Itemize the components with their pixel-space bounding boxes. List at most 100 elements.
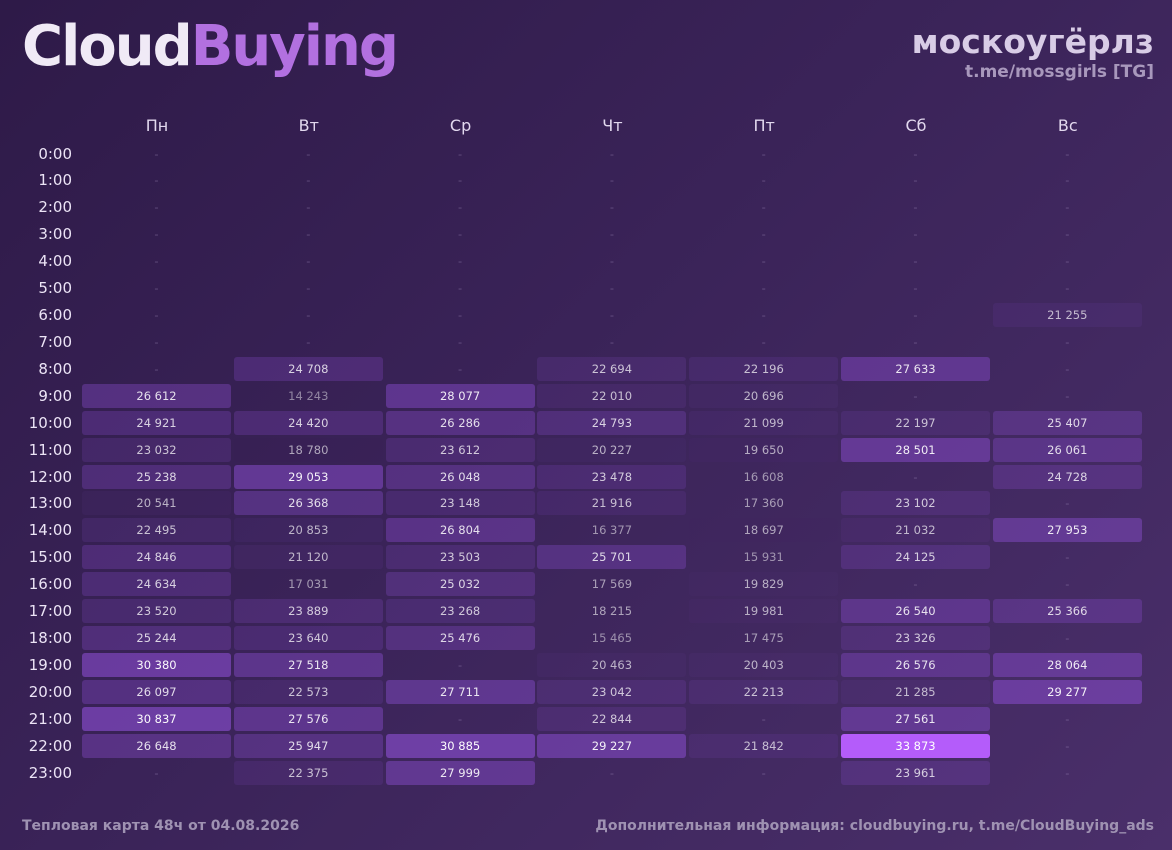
heatmap-cell: 18 215 (591, 604, 633, 619)
heatmap-cell-empty: - (913, 388, 918, 403)
heatmap-cell-empty: - (154, 173, 159, 188)
heatmap-cell: 27 576 (233, 706, 383, 731)
heatmap-cell: 20 541 (82, 491, 231, 516)
heatmap-cell: 23 961 (841, 760, 990, 785)
hour-label: 23:00 (28, 763, 72, 782)
heatmap-cell: 20 463 (537, 652, 687, 677)
hour-label: 9:00 (38, 386, 72, 405)
heatmap-cell: 33 873 (841, 733, 990, 758)
heatmap-cell-empty: - (609, 308, 614, 323)
heatmap-cell: 27 711 (385, 679, 535, 704)
heatmap-cell: 25 366 (992, 599, 1142, 624)
hour-label: 0:00 (38, 144, 72, 163)
heatmap-cell-empty: - (458, 146, 463, 161)
heatmap-cell: 26 097 (82, 679, 231, 704)
hour-label: 13:00 (28, 494, 72, 513)
heatmap-cell: 23 503 (385, 545, 535, 570)
heatmap-cell-empty: - (1065, 496, 1070, 511)
heatmap-cell-empty: - (1065, 173, 1070, 188)
heatmap-cell: 26 648 (82, 733, 231, 758)
heatmap-cell: 23 102 (841, 491, 990, 516)
heatmap-cell: 18 780 (288, 442, 329, 457)
heatmap-cell-empty: - (306, 254, 311, 269)
heatmap-cell-empty: - (458, 334, 463, 349)
heatmap-cell-empty: - (154, 361, 159, 376)
heatmap-cell: 19 650 (689, 438, 838, 462)
brand-link[interactable]: t.me/mossgirls [TG] (964, 62, 1154, 82)
heatmap-cell-empty: - (761, 765, 766, 780)
heatmap-cell: 15 465 (591, 631, 633, 646)
heatmap-cell: 30 837 (82, 706, 231, 731)
heatmap-cell-empty: - (306, 227, 311, 242)
heatmap-cell: 21 285 (841, 679, 990, 704)
heatmap-cell: 14 243 (288, 388, 329, 403)
heatmap-cell-empty: - (154, 308, 159, 323)
heatmap-cell: 26 804 (385, 518, 535, 543)
heatmap-cell-empty: - (306, 308, 311, 323)
heatmap-cell: 26 061 (992, 437, 1142, 462)
heatmap-cell: 25 701 (537, 545, 687, 570)
heatmap-cell-empty: - (1065, 577, 1070, 592)
heatmap-cell-empty: - (609, 146, 614, 161)
heatmap-cell-empty: - (1065, 765, 1070, 780)
hour-label: 11:00 (28, 440, 72, 459)
heatmap-cell: 30 380 (82, 652, 231, 677)
heatmap-cell-empty: - (761, 173, 766, 188)
heatmap-cell-empty: - (761, 334, 766, 349)
heatmap-cell: 25 032 (385, 572, 535, 597)
hour-label: 17:00 (28, 602, 72, 621)
heatmap-cell: 27 953 (992, 518, 1142, 543)
heatmap-cell: 16 608 (743, 469, 784, 484)
footer-info-links: Дополнительная информация: cloudbuying.r… (595, 818, 1154, 834)
heatmap-cell: 18 697 (743, 523, 784, 538)
heatmap-cell-empty: - (458, 254, 463, 269)
heatmap-cell: 28 064 (992, 652, 1142, 677)
heatmap-cell: 20 227 (537, 437, 687, 462)
heatmap-cell-empty: - (1065, 711, 1070, 726)
heatmap-cell: 24 125 (841, 545, 990, 570)
day-label: Пн (145, 116, 169, 135)
heatmap-cell: 22 196 (689, 356, 839, 381)
heatmap-cell-empty: - (761, 146, 766, 161)
heatmap-cell: 26 048 (385, 464, 535, 489)
logo-part-cloud: Cloud (22, 14, 193, 79)
heatmap-cell: 24 846 (82, 545, 231, 570)
heatmap-cell: 20 403 (689, 652, 839, 677)
day-label: Вт (298, 116, 319, 135)
heatmap-cell: 22 375 (233, 760, 383, 785)
heatmap-cell: 25 244 (82, 626, 231, 651)
heatmap-cell-empty: - (913, 281, 918, 296)
heatmap-cell: 24 921 (82, 410, 231, 435)
heatmap-cell: 20 853 (233, 518, 383, 543)
heatmap-cell: 23 042 (537, 679, 687, 704)
heatmap-cell-empty: - (306, 146, 311, 161)
heatmap-cell: 28 501 (841, 437, 990, 462)
heatmap-cell: 24 634 (82, 572, 231, 597)
heatmap-cell: 15 931 (743, 550, 784, 565)
heatmap-cell: 23 640 (233, 626, 383, 651)
heatmap-cell-empty: - (609, 765, 614, 780)
hour-label: 14:00 (28, 521, 72, 540)
heatmap-cell-empty: - (913, 227, 918, 242)
heatmap-cell: 23 032 (82, 437, 231, 462)
heatmap-cell: 30 885 (385, 733, 535, 758)
heatmap-cell-empty: - (458, 173, 463, 188)
heatmap-cell-empty: - (761, 281, 766, 296)
heatmap-cell-empty: - (913, 200, 918, 215)
heatmap-cell-empty: - (761, 227, 766, 242)
hour-label: 19:00 (28, 655, 72, 674)
heatmap-cell: 21 032 (841, 518, 990, 543)
cloudbuying-logo: CloudBuying (22, 14, 399, 80)
heatmap-cell-empty: - (1065, 227, 1070, 242)
heatmap-cell-empty: - (1065, 738, 1070, 753)
heatmap-cell: 26 612 (82, 383, 231, 408)
heatmap-cell: 23 478 (537, 464, 687, 489)
heatmap-cell-empty: - (1065, 200, 1070, 215)
heatmap-cell: 29 227 (537, 733, 687, 758)
heatmap-cell: 29 277 (992, 679, 1142, 704)
heatmap-cell: 24 420 (233, 410, 383, 435)
heatmap-cell-empty: - (154, 765, 159, 780)
heatmap-cell-empty: - (913, 334, 918, 349)
heatmap-cell-empty: - (458, 657, 463, 672)
day-label: Ср (449, 116, 472, 135)
